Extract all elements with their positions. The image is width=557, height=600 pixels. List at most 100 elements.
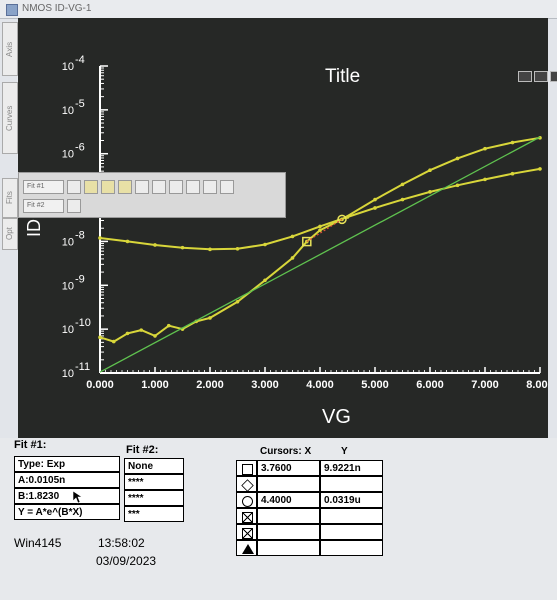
window-icon (6, 4, 18, 16)
data-point (483, 146, 487, 151)
power-fit-icon[interactable] (135, 179, 149, 194)
cursor-row-icon-cell[interactable] (236, 492, 257, 508)
data-point (455, 156, 460, 161)
cursors-y-header: Y (341, 446, 348, 457)
x-tick-label: 8.000 (526, 379, 548, 391)
cursor-y-value: 0.0319u (320, 492, 383, 508)
data-point (373, 206, 377, 210)
data-point (153, 334, 157, 338)
curve-icon[interactable] (67, 198, 81, 213)
cursor-square-marker (302, 236, 312, 247)
tab-curves[interactable]: Curves (2, 82, 18, 154)
tangent-icon[interactable] (152, 179, 166, 194)
fit2-header: Fit #2: (126, 444, 159, 456)
cursor-x-value (257, 476, 320, 492)
data-point (455, 183, 460, 188)
y-tick-label: 10 (62, 61, 74, 73)
data-point (208, 247, 212, 252)
series-line-3 (99, 136, 541, 373)
x-axis-label: VG (322, 406, 351, 428)
arc-icon[interactable] (203, 179, 217, 194)
fit2-b-value: **** (124, 490, 184, 506)
minimize-icon[interactable] (518, 71, 532, 82)
cursor-y-value (320, 476, 383, 492)
x-tick-label: 2.000 (196, 379, 224, 391)
cursors-x-header: Cursors: X (260, 446, 312, 457)
cursor-row-icon-cell[interactable] (236, 508, 257, 524)
instrument-name: Win4145 (14, 536, 62, 550)
cursor-x-value (257, 540, 320, 556)
circle-icon (242, 496, 253, 507)
mouse-cursor-icon (72, 490, 82, 504)
cursor-row-icon-cell[interactable] (236, 460, 257, 476)
fit1-b-value: B:1.8230 (14, 488, 120, 504)
y-tick-exponent: -4 (75, 54, 85, 66)
cursor-x-value (257, 524, 320, 540)
data-point (111, 339, 116, 344)
y-tick-label: 10 (62, 368, 74, 380)
fit1-header: Fit #1: (14, 439, 47, 451)
cursor-row-icon-cell[interactable] (236, 540, 257, 556)
y-tick-label: 10 (62, 149, 74, 161)
data-point (139, 328, 144, 332)
data-point (510, 171, 515, 176)
maximize-icon[interactable] (534, 71, 548, 82)
y-tick-label: 10 (62, 105, 74, 117)
info-panel: Fit #1: Type: Exp A:0.0105n B:1.8230 Y =… (0, 438, 557, 600)
title-bar: NMOS ID-VG-1 (0, 0, 557, 19)
cursor-row-icon-cell[interactable] (236, 476, 257, 492)
timestamp-time: 13:58:02 (98, 536, 145, 550)
data-point (235, 246, 240, 251)
fit-row-1: Fit #1 (23, 179, 234, 194)
data-point (510, 140, 515, 145)
tab-opt[interactable]: Opt (2, 218, 18, 250)
fit1-label[interactable]: Fit #1 (23, 179, 64, 194)
cursor-y-value (320, 540, 383, 556)
exp-fit-icon[interactable] (101, 179, 115, 194)
x-tick-label: 6.000 (416, 379, 444, 391)
fit2-label[interactable]: Fit #2 (23, 198, 64, 213)
cursor-x-value: 4.4000 (257, 492, 320, 508)
data-point (290, 234, 295, 239)
slope-icon[interactable] (169, 179, 183, 194)
y-tick-exponent: -8 (75, 229, 85, 241)
x-tick-label: 1.000 (141, 379, 169, 391)
cursor-x-value (257, 508, 320, 524)
data-point (428, 168, 432, 173)
close-icon[interactable] (550, 71, 557, 82)
log-fit-icon[interactable] (118, 179, 132, 194)
regression-icon[interactable] (186, 179, 200, 194)
y-tick-label: 10 (62, 280, 74, 292)
cursor-y-value (320, 508, 383, 524)
cursor-x-value: 3.7600 (257, 460, 320, 476)
chart-svg[interactable]: 10-1110-1010-910-810-710-610-510-40.0001… (18, 18, 548, 438)
x-tick-label: 4.000 (306, 379, 334, 391)
y-tick-exponent: -9 (75, 273, 85, 285)
data-point (125, 239, 130, 244)
data-point (125, 331, 130, 336)
data-point (98, 335, 102, 340)
x-tick-label: 3.000 (251, 379, 279, 391)
plot-area[interactable]: 10-1110-1010-910-810-710-610-510-40.0001… (18, 18, 557, 438)
fit2-equation: *** (124, 506, 184, 522)
triangle-icon (242, 544, 254, 554)
clear-fit-icon[interactable] (220, 179, 234, 194)
y-tick-exponent: -5 (75, 98, 85, 110)
x-tick-label: 7.000 (471, 379, 499, 391)
curve-icon[interactable] (67, 179, 81, 194)
tab-fits[interactable]: Fits (2, 178, 18, 218)
fit2-type: None (124, 458, 184, 474)
tab-axis[interactable]: Axis (2, 22, 18, 76)
data-point (98, 236, 102, 240)
y-tick-label: 10 (62, 324, 74, 336)
fit2-a-value: **** (124, 474, 184, 490)
cursor-y-value (320, 524, 383, 540)
line-fit-icon[interactable] (84, 179, 98, 194)
side-tabs: Axis Curves Fits Opt (0, 18, 18, 318)
plot-window-buttons (518, 71, 557, 82)
y-axis-label: ID (24, 219, 44, 237)
data-point (263, 278, 267, 283)
data-point (400, 182, 405, 187)
data-point (483, 177, 487, 182)
cursor-row-icon-cell[interactable] (236, 524, 257, 540)
